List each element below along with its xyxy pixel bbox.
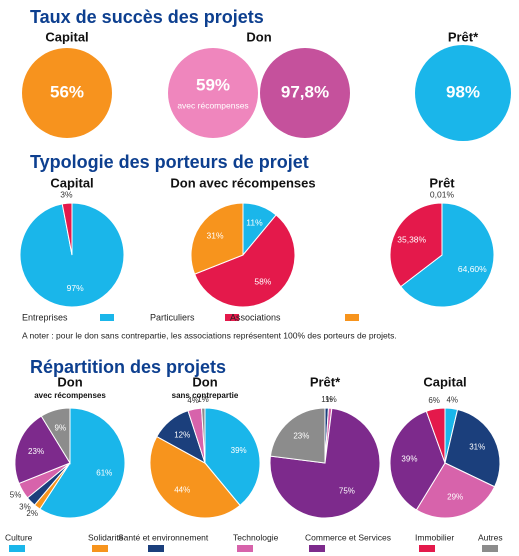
slice-label: 12%: [174, 431, 190, 440]
slice-label: 1%: [321, 395, 333, 404]
legend-label: Santé et environnement: [118, 532, 209, 542]
slice-label: 1%: [197, 395, 209, 404]
pie-slice: [201, 407, 206, 464]
pie-slice: [14, 415, 71, 485]
slice-label: 0,01%: [430, 189, 455, 199]
slice-label: 97%: [67, 283, 84, 293]
chart-title: Don: [57, 374, 82, 389]
legend-label: Commerce et Services: [305, 532, 391, 542]
legend-swatch: [345, 314, 359, 321]
chart-title: Capital: [45, 29, 88, 44]
rate-annotation: avec récompenses: [177, 100, 248, 110]
note: A noter : pour le don sans contrepartie,…: [22, 330, 397, 340]
section-title: Taux de succès des projets: [30, 7, 264, 27]
legend-label: Immobilier: [415, 532, 454, 542]
slice-label: 9%: [55, 424, 67, 433]
pie-slice: [149, 435, 241, 519]
legend-label: Autres: [478, 532, 503, 542]
legend-swatch: [100, 314, 114, 321]
chart-title: Prêt*: [448, 29, 479, 44]
legend-swatch: [419, 545, 435, 552]
slice-label: 35,38%: [397, 234, 426, 244]
pie-slice: [415, 462, 496, 519]
rate-label: 98%: [446, 82, 480, 101]
slice-label: 58%: [254, 277, 271, 287]
slice-label: 29%: [447, 492, 463, 501]
legend-swatch: [225, 314, 239, 321]
chart-title: Don avec récompenses: [170, 175, 315, 190]
slice-label: 61%: [96, 468, 112, 477]
slice-label: 39%: [401, 455, 417, 464]
slice-label: 3%: [60, 190, 73, 200]
rate-label: 56%: [50, 82, 84, 101]
chart-title: Don: [246, 29, 271, 44]
rate-circle: [22, 48, 112, 138]
pie-slice: [61, 202, 73, 256]
legend-swatch: [9, 545, 25, 552]
pie-slice: [204, 407, 261, 507]
pie-slice: [39, 407, 126, 519]
chart-title: Prêt: [429, 175, 455, 190]
slice-label: 31%: [469, 443, 485, 452]
pie-slice: [399, 202, 495, 308]
legend-label: Associations: [230, 312, 281, 322]
rate-label: 97,8%: [281, 82, 329, 101]
legend-swatch: [237, 545, 253, 552]
pie-slice: [425, 407, 446, 464]
legend-swatch: [309, 545, 325, 552]
section-title: Répartition des projets: [30, 357, 226, 377]
slice-label: 4%: [446, 395, 458, 404]
chart-title: Capital: [423, 374, 466, 389]
pie-slice: [269, 407, 326, 464]
chart-title: Don: [192, 374, 217, 389]
slice-label: 44%: [174, 486, 190, 495]
slice-label: 11%: [246, 217, 263, 227]
chart-subtitle: avec récompenses: [34, 391, 106, 400]
slice-label: 5%: [10, 490, 22, 499]
legend-label: Technologie: [233, 532, 279, 542]
legend-swatch: [148, 545, 164, 552]
pie-slice: [40, 407, 71, 465]
legend-swatch: [482, 545, 498, 552]
slice-label: 23%: [28, 447, 44, 456]
legend-label: Culture: [5, 532, 33, 542]
slice-label: 6%: [428, 396, 440, 405]
slice-label: 39%: [231, 446, 247, 455]
pie-slice: [190, 202, 244, 275]
slice-label: 31%: [207, 230, 224, 240]
slice-label: 2%: [26, 509, 38, 518]
legend-label: Solidarité: [88, 532, 124, 542]
slice-label: 1%: [325, 395, 337, 404]
section-title: Typologie des porteurs de projet: [30, 152, 309, 172]
pie-slice: [194, 214, 296, 308]
rate-circle: [415, 45, 511, 141]
slice-label: 23%: [293, 431, 309, 440]
pie-slice: [389, 410, 446, 511]
legend-label: Particuliers: [150, 312, 195, 322]
slice-label: 3%: [19, 502, 31, 511]
chart-title: Capital: [50, 175, 93, 190]
pie-slice: [444, 408, 501, 488]
rate-circle: [168, 48, 258, 138]
chart-subtitle: sans contrepartie: [172, 391, 239, 400]
slice-label: 75%: [339, 486, 355, 495]
rate-circle: [260, 48, 350, 138]
slice-label: 4%: [187, 396, 199, 405]
chart-title: Prêt*: [310, 374, 341, 389]
slice-label: 64,60%: [458, 264, 487, 274]
legend-swatch: [92, 545, 108, 552]
pie-slice: [389, 202, 443, 288]
rate-label: 59%: [196, 75, 230, 94]
legend-label: Entreprises: [22, 312, 68, 322]
